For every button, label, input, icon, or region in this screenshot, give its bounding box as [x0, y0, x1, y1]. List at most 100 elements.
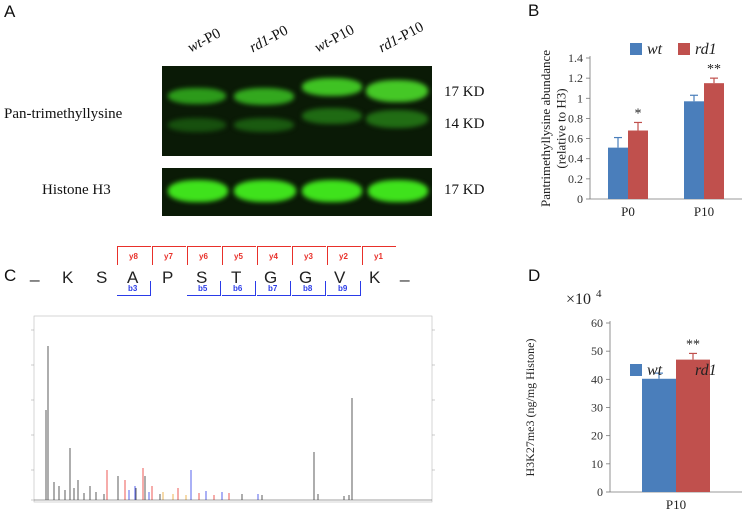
y-ion-label-3: y3 — [304, 252, 313, 261]
y-ion-box-4 — [257, 246, 291, 265]
bar-wt-p0 — [608, 147, 628, 199]
b-ion-label-6: b6 — [233, 284, 243, 293]
y-axis-label-line-1: Pantrimethyllysine abundance — [538, 50, 553, 207]
residue-3: A — [127, 268, 139, 287]
kd-marker-17-bottom: 17 KD — [444, 182, 485, 198]
y-axis-multiplier: ×10 — [566, 291, 591, 308]
legend-swatch-rd1 — [678, 364, 690, 376]
blot-pan-trimethyllysine — [162, 66, 432, 156]
significance-marker: * — [635, 106, 642, 121]
band-rd1-p10-17kd — [366, 80, 428, 102]
b-ion-box-6 — [222, 281, 256, 296]
y-tick-label: 1.2 — [568, 71, 583, 85]
y-tick-label: 40 — [591, 372, 603, 386]
kd-marker-14: 14 KD — [444, 116, 485, 132]
panel-label-a: A — [4, 2, 16, 21]
b-ion-box-7 — [257, 281, 291, 296]
row-label-pan-trimethyllysine: Pan-trimethyllysine — [4, 106, 123, 122]
bar-rd1-p10 — [704, 83, 724, 199]
spectrum-left-ticks — [31, 329, 34, 501]
lane-label-2: rd1-P0 — [247, 22, 291, 57]
peptide-dash-right: _ — [400, 263, 410, 282]
ms-spectrum — [31, 315, 435, 503]
y-ion-box-8 — [117, 246, 151, 265]
band-wt-p10-14kd — [302, 108, 362, 124]
band-rd1-p10-14kd — [366, 110, 428, 128]
legend-label-rd1: rd1 — [695, 41, 717, 58]
y-tick-label: 60 — [591, 316, 603, 330]
band-h3-lane4 — [368, 180, 428, 202]
spectrum-right-ticks — [432, 329, 435, 471]
legend-label-rd1: rd1 — [695, 362, 717, 379]
legend-label-wt: wt — [647, 362, 663, 379]
legend-swatch-wt — [630, 43, 642, 55]
band-rd1-p0-14kd — [234, 118, 294, 132]
y-axis-label-line-2: (relative to H3) — [554, 88, 569, 168]
y-ion-box-5 — [222, 246, 256, 265]
b-ion-label-5: b5 — [198, 284, 208, 293]
spectrum-peaks-gray — [45, 346, 353, 500]
b-ion-label-7: b7 — [268, 284, 278, 293]
panel-label-d: D — [528, 266, 541, 285]
y-tick-label: 0 — [597, 485, 603, 499]
y-axis-label: H3K27me3 (ng/mg Histone) — [523, 339, 537, 477]
legend-swatch-rd1 — [678, 43, 690, 55]
y-axis-label: Pantrimethyllysine abundance(relative to… — [538, 50, 569, 207]
significance-marker: ** — [686, 337, 700, 352]
y-ion-label-7: y7 — [164, 252, 173, 261]
y-ion-label-4: y4 — [269, 252, 278, 261]
band-wt-p0-14kd — [168, 118, 226, 132]
row-label-histone-h3: Histone H3 — [42, 182, 111, 198]
y-ion-box-7 — [152, 246, 186, 265]
y-ion-box-1 — [362, 246, 396, 265]
legend-label-wt: wt — [647, 41, 663, 58]
band-rd1-p0-17kd — [234, 88, 294, 105]
residue-10: K — [369, 268, 381, 287]
y-ion-label-1: y1 — [374, 252, 383, 261]
spectrum-peaks-orange — [162, 492, 187, 500]
panel-label-b: B — [528, 1, 540, 20]
peptide-dash-left: _ — [30, 263, 40, 282]
legend-swatch-wt — [630, 364, 642, 376]
spectrum-frame — [33, 315, 433, 503]
lane-label-1: wt-P0 — [185, 25, 224, 57]
b-ion-box-9 — [327, 281, 361, 296]
residue-7: G — [264, 268, 278, 287]
spectrum-peaks-red — [106, 468, 230, 500]
b-ion-box-5 — [187, 281, 221, 296]
bar-wt-p10 — [642, 378, 676, 492]
kd-marker-17-top: 17 KD — [444, 84, 485, 100]
x-category-label: P10 — [694, 204, 714, 219]
y-tick-label: 0.2 — [568, 172, 583, 186]
y-tick-label: 0.6 — [568, 132, 583, 146]
y-tick-label: 0.8 — [568, 111, 583, 125]
significance-marker: ** — [707, 62, 721, 77]
residue-8: G — [299, 268, 313, 287]
residue-5: S — [196, 268, 208, 287]
chart-d: 0 10 20 30 40 50 60 H3K27me3 (ng/mg Histone) ** P… — [523, 290, 742, 512]
y-axis-multiplier-exponent: 4 — [596, 290, 602, 300]
b-ion-box-8 — [292, 281, 326, 296]
panel-label-c: C — [4, 266, 17, 285]
band-wt-p10-17kd — [302, 78, 362, 96]
y-tick-label: 30 — [591, 401, 603, 415]
y-ion-label-5: y5 — [234, 252, 243, 261]
y-ion-label-2: y2 — [339, 252, 348, 261]
band-h3-lane3 — [302, 180, 362, 202]
residue-6: T — [231, 268, 242, 287]
band-h3-lane1 — [168, 180, 228, 202]
b-ion-label-8: b8 — [303, 284, 313, 293]
y-ion-box-6 — [187, 246, 221, 265]
b-ion-box-3 — [117, 281, 151, 296]
bar-rd1-p0 — [628, 130, 648, 199]
y-tick-label: 1.4 — [568, 51, 583, 65]
y-tick-label: 50 — [591, 344, 603, 358]
lane-label-3: wt-P10 — [312, 22, 358, 57]
y-tick-label: 0.4 — [568, 152, 583, 166]
blot-histone-h3 — [162, 168, 432, 216]
band-wt-p0-17kd — [168, 88, 226, 104]
lane-label-4: rd1-P10 — [376, 19, 427, 57]
x-category-label: P0 — [621, 204, 635, 219]
residue-9: V — [334, 268, 346, 287]
